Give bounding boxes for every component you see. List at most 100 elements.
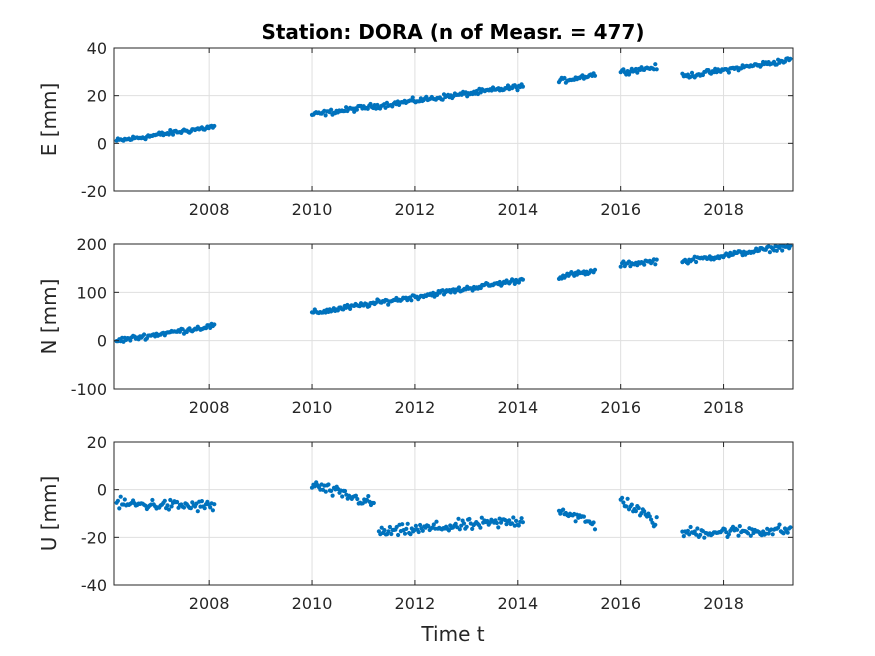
u-data-point [457,527,462,532]
u-plot-area [114,442,793,585]
n-data-point [767,250,773,255]
chart-title: Station: DORA (n of Measr. = 477) [261,20,644,44]
e-data-point [410,95,415,100]
u-data-point [199,499,204,504]
n-x-tick-label: 2016 [600,398,641,417]
u-data-point [408,532,413,537]
u-data-point [366,494,371,499]
u-data-point [431,522,436,527]
u-data-point [169,504,174,509]
u-data-point [785,530,790,535]
e-data-point [654,67,659,72]
u-data-point [561,507,566,512]
n-data-point [788,243,793,248]
e-data-point [515,88,520,93]
u-data-point [210,508,215,513]
e-axes-frame [113,47,794,192]
n-y-tick-label: 200 [76,235,107,254]
u-data-point [340,494,345,499]
u-panel: 2008 2010 2012 2014 2016 2018 -40 -20 0 20 U [mm] [37,433,794,613]
e-x-tick-label: 2008 [189,200,230,219]
u-data-point [520,520,526,525]
u-data-point [496,525,501,530]
u-data-point [371,500,376,506]
u-data-point [766,531,771,536]
u-data-point [681,534,686,539]
u-data-point [342,488,348,494]
u-data-point [165,503,170,508]
u-data-point [330,493,335,498]
u-data-point [726,532,732,537]
u-data-point [402,531,408,536]
u-data-point [770,532,775,537]
u-data-point [625,496,630,501]
u-data-point [208,505,213,510]
n-data-point [592,267,598,272]
u-data-point [453,521,458,527]
n-data-point [409,298,414,303]
u-data-point [329,488,334,493]
e-data-point [726,70,732,75]
u-data-point [467,516,472,522]
u-data-point [404,526,409,532]
e-data-point [170,132,176,137]
u-y-tick-label: -40 [81,576,107,595]
n-data-point [520,277,526,282]
e-data-point [635,70,640,75]
u-data-point [117,506,122,511]
u-data-point [195,509,200,514]
e-data-point [788,56,793,61]
u-data-point [405,521,410,526]
u-data-point [446,528,451,533]
e-data-point [354,107,359,112]
u-data-point [122,497,127,502]
n-x-tick-label: 2008 [189,398,230,417]
u-data-point [653,522,658,527]
u-data-point [162,498,167,503]
u-data-point [479,515,484,520]
u-y-axis-label: U [mm] [37,476,61,552]
u-data-point [511,515,516,520]
e-y-tick-label: 20 [87,87,107,106]
u-data-point [633,509,639,514]
n-y-tick-label: 0 [97,332,107,351]
n-x-tick-label: 2012 [395,398,436,417]
u-data-point [685,528,691,533]
u-y-tick-label: 0 [97,481,107,500]
u-x-tick-label: 2010 [292,594,333,613]
u-axes-frame [113,441,794,586]
e-x-tick-label: 2010 [292,200,333,219]
u-data-point [326,482,331,487]
u-data-point [461,521,467,526]
u-data-point [649,517,654,522]
n-plot-area [114,244,793,389]
u-data-point [202,506,207,511]
u-data-point [745,531,751,536]
e-x-tick-label: 2012 [395,200,436,219]
u-data-point [115,498,120,503]
e-panel: 2008 2010 2012 2014 2016 2018 -20 0 20 40 E [mm] [37,39,794,219]
u-data-point [507,518,512,523]
u-data-point [323,489,328,494]
u-data-point [629,502,634,507]
n-data-point [456,285,462,290]
e-data-point [562,75,567,81]
u-data-point [647,514,652,519]
u-x-tick-label: 2018 [703,594,744,613]
n-data-point [618,264,623,269]
u-data-point [735,527,740,532]
e-data-point [520,84,526,89]
u-data-point [519,516,524,521]
u-data-point [621,500,626,505]
n-y-axis-label: N [mm] [37,279,61,355]
u-data-point [788,525,793,530]
e-data-point [323,113,328,118]
u-data-point [494,520,499,526]
e-y-tick-label: -20 [81,182,107,201]
u-data-point [387,524,392,530]
e-y-tick-label: 40 [87,39,107,58]
u-data-point [736,533,741,538]
u-data-point [591,520,596,525]
u-data-point [573,519,578,524]
